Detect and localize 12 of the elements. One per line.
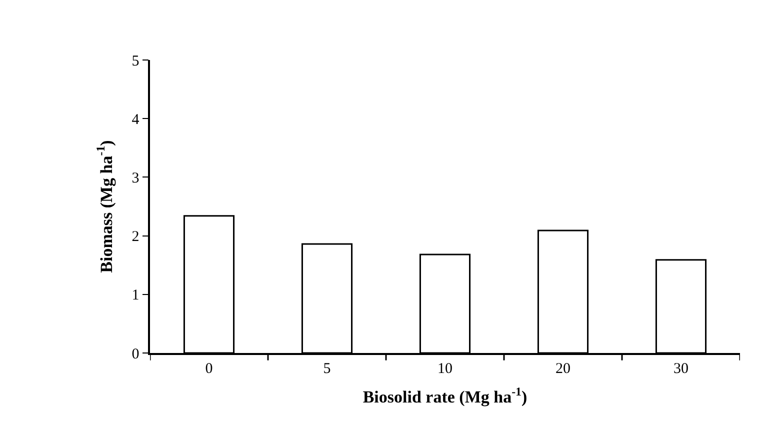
y-tick-label: 2 bbox=[132, 229, 140, 246]
y-tick-label: 4 bbox=[132, 112, 140, 128]
x-tick-label: 10 bbox=[438, 360, 452, 377]
y-tick-label: 0 bbox=[132, 346, 140, 362]
x-tick-label: 5 bbox=[323, 360, 331, 377]
x-axis-title: Biosolid rate (Mg ha$^{-1}$) bbox=[362, 384, 528, 407]
y-tick-label: 3 bbox=[132, 170, 140, 186]
x-tick-label: 0 bbox=[205, 360, 213, 377]
y-tick-label: 1 bbox=[132, 288, 140, 304]
x-tick-label: 20 bbox=[556, 360, 570, 377]
x-tick-label: 30 bbox=[674, 360, 688, 377]
y-tick-label: 5 bbox=[132, 53, 140, 70]
